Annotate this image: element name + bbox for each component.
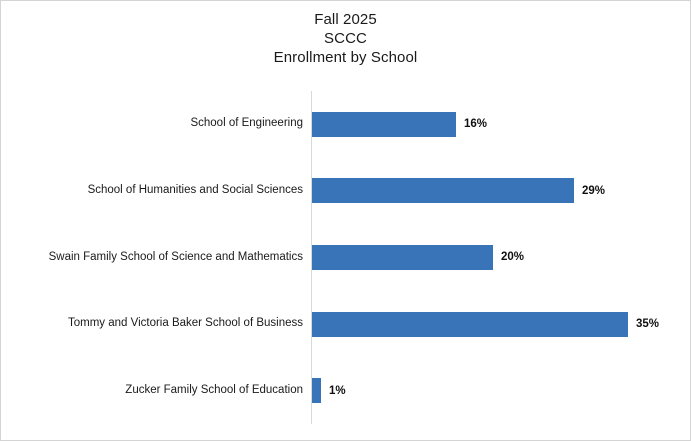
bar: [312, 178, 574, 204]
bar-cell: 16%: [311, 91, 690, 158]
bar-row: Zucker Family School of Education 1%: [1, 357, 690, 424]
value-label: 29%: [582, 184, 606, 197]
bar-row: School of Humanities and Social Sciences…: [1, 157, 690, 225]
bar-cell: 1%: [311, 357, 690, 424]
bar-row: School of Engineering 16%: [1, 91, 690, 158]
value-label: 35%: [636, 318, 660, 331]
category-label: School of Humanities and Social Sciences: [87, 183, 303, 196]
plot-area: School of Engineering 16% School of Humani…: [1, 91, 690, 424]
bar-cell: 20%: [311, 224, 690, 291]
bar-row: Swain Family School of Science and Mathe…: [1, 224, 690, 291]
bar: [312, 244, 493, 270]
bar: [312, 311, 628, 337]
category-label: Swain Family School of Science and Mathe…: [48, 250, 303, 263]
bar-row: Tommy and Victoria Baker School of Busin…: [1, 290, 690, 358]
category-label: Zucker Family School of Education: [125, 383, 303, 396]
value-label: 20%: [501, 251, 525, 264]
bar: [312, 378, 321, 404]
bar-cell: 29%: [311, 157, 690, 225]
bar: [312, 111, 456, 137]
bar-cell: 35%: [311, 290, 690, 358]
category-label: School of Engineering: [190, 117, 303, 130]
value-label: 1%: [329, 384, 346, 397]
chart-title-line-1: Fall 2025: [314, 11, 377, 28]
category-label: Tommy and Victoria Baker School of Busin…: [67, 317, 303, 330]
chart-title: Fall 2025 SCCC Enrollment by School: [1, 10, 690, 67]
chart-title-line-3: Enrollment by School: [273, 49, 418, 66]
chart-title-line-2: SCCC: [324, 30, 367, 47]
value-label: 16%: [464, 118, 488, 131]
